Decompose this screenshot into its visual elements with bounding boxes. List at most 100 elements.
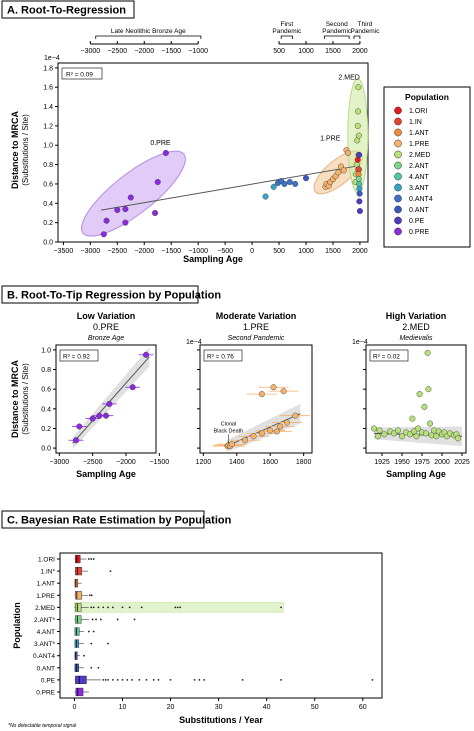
outlier-point [128,606,131,609]
outlier-point [92,558,95,560]
data-point [162,149,169,156]
box-iqr [75,603,82,612]
data-point [142,351,149,358]
r2-box [369,349,409,362]
era-label: Pandemic [322,28,352,35]
outlier-point [107,606,109,609]
y-tick-label: 1.0 [41,347,51,354]
row-label: 0.ANT4 [33,653,55,660]
row-label: 2.MED [35,605,55,612]
data-point [280,388,287,395]
data-point [102,412,109,419]
outlier-point [95,618,97,621]
r2-box [203,349,243,362]
panel-a-chart: 0.PRE 1.PRE 2.MED 0.0 0.2 0.4 0.6 0.8 1.0 1.2 1.4 1… [10,21,380,264]
outlier-point [280,606,282,609]
y-tick-label: 1.8 [43,65,53,72]
top-tick-label: 1000 [298,48,314,55]
box-iqr [74,639,79,648]
x-tick-label: 1800 [296,459,312,466]
data-point [129,384,136,391]
data-point [242,437,249,444]
annotation: Black Death [214,428,244,434]
data-point [270,384,277,391]
data-point [376,427,383,434]
data-point [277,423,284,430]
box-iqr [75,615,82,624]
data-point [355,84,362,91]
data-point [106,400,113,407]
ellipse-label-1pre: 1.PRE [320,135,341,142]
outlier-point [169,678,172,681]
data-point [286,179,293,186]
data-point [154,179,161,186]
legend-entry: 3.ANT [409,185,430,192]
outlier-point [83,654,85,657]
outlier-point [111,678,114,681]
y-tick-label: 0.6 [41,387,51,394]
y-axis-label: Distance to MRCA [10,360,20,439]
x-axis-label: Sampling Age [76,469,136,479]
data-point [258,430,265,437]
outlier-point [92,630,95,633]
y-tick-label: 0.0 [41,446,51,453]
x-tick-label: 1200 [196,459,212,466]
ellipse-label-2med: 2.MED [338,74,359,81]
plot-frame [365,344,467,454]
top-tick-label: −1000 [188,48,208,55]
data-point [354,122,361,129]
panel-c-title: C. Bayesian Rate Estimation by Populatio… [7,515,232,527]
x-tick-label: −3000 [49,459,69,466]
plot-frame [55,344,157,454]
data-point [423,430,430,437]
outlier-point [145,678,148,681]
panel-c-chart: 1.ORI 1.IN* 1.ANT 1.PRE 2.MED 2.ANT* 4.ANT 3.AN… [8,552,383,729]
y-tick-label: 0.4 [43,201,53,208]
data-point [89,415,96,422]
data-point [415,425,422,432]
legend-entry: 4.ANT [409,174,430,181]
outlier-point [126,678,129,681]
x-tick-label: 1000 [298,248,314,255]
r2-label: R² = 0.92 [63,354,90,361]
footnote: *No detectable temporal signal [8,723,77,729]
outlier-point [102,678,105,681]
outlier-point [140,606,143,609]
outlier-point [99,618,102,621]
era-label: First [281,21,294,28]
y-tick-label: 1.6 [43,85,53,92]
x-tick-label: 0 [250,248,254,255]
outlier-point [107,678,109,681]
legend-swatch [394,227,402,236]
outlier-point [97,666,100,669]
legend-entry: 2.ANT [409,163,430,170]
x-tick-label: −3000 [81,248,101,255]
y-tick-label: 0.8 [43,162,53,169]
y-axis-sublabel: (Substitutions / Site) [21,363,30,435]
x-tick-label: −1500 [161,248,181,255]
legend-entry: 0.ANT [409,207,430,214]
data-point [411,428,418,435]
outlier-point [107,642,109,645]
data-point [455,435,462,442]
outlier-point [198,678,201,681]
outlier-point [90,642,93,645]
legend-swatch [394,139,402,148]
y-tick-label: 1.2 [43,123,53,130]
outlier-point [90,606,93,609]
plot-frame-c [59,552,383,699]
data-point [381,431,388,438]
data-point [152,209,159,216]
legend-entry: 2.MED [409,152,430,159]
y-tick-label: 1.0 [43,143,53,150]
data-point [292,180,299,187]
r2-label-a: R² = 0.09 [66,72,93,79]
data-point [356,190,363,197]
outlier-point [157,678,160,681]
x-tick-label: 0 [72,704,76,711]
data-point [122,206,129,213]
data-point [356,208,363,215]
data-point [340,167,347,174]
data-point [413,433,420,440]
x-tick-label: −1500 [149,459,169,466]
